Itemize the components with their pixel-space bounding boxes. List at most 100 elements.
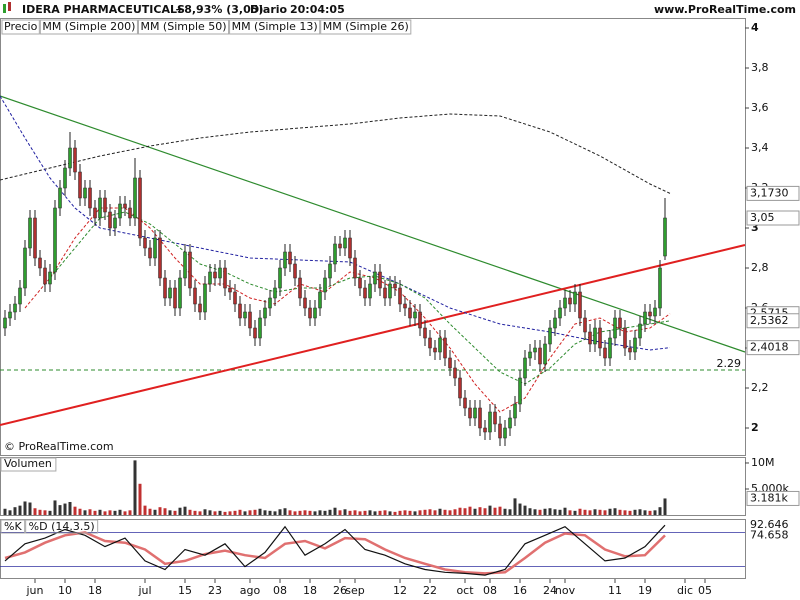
candle-body bbox=[18, 287, 22, 305]
candle-body bbox=[353, 257, 357, 279]
candle-body bbox=[158, 237, 162, 279]
volume-bar bbox=[328, 509, 332, 515]
volume-bar bbox=[558, 509, 562, 515]
volume-bar bbox=[358, 511, 362, 515]
volume-bar bbox=[603, 510, 607, 515]
candle-body bbox=[203, 283, 207, 313]
legend-box bbox=[0, 519, 26, 534]
candle-body bbox=[618, 317, 622, 329]
x-tick-label: jul bbox=[137, 584, 151, 597]
candle-body bbox=[523, 357, 527, 379]
volume-bar bbox=[113, 510, 117, 515]
candle-body bbox=[138, 177, 142, 239]
value-tag-box bbox=[746, 185, 800, 201]
candle-body bbox=[178, 277, 182, 309]
volume-bar bbox=[23, 501, 27, 515]
volume-bar bbox=[433, 510, 437, 515]
candle-body bbox=[303, 297, 307, 309]
stochastic-panel bbox=[0, 519, 746, 579]
candle-body bbox=[478, 407, 482, 429]
candle-body bbox=[518, 377, 522, 405]
x-tick-label: 11 bbox=[608, 584, 622, 597]
volume-panel bbox=[0, 457, 746, 516]
candle-body bbox=[438, 337, 442, 353]
x-tick-label: 18 bbox=[303, 584, 317, 597]
candle-body bbox=[198, 303, 202, 313]
candle-body bbox=[543, 343, 547, 365]
candle-body bbox=[368, 283, 372, 299]
volume-bar bbox=[68, 501, 72, 515]
volume-bar bbox=[453, 509, 457, 515]
candle-body bbox=[268, 297, 272, 309]
candle-body bbox=[443, 337, 447, 359]
candle-body bbox=[63, 167, 67, 189]
volume-bar bbox=[73, 506, 77, 515]
volume-bar bbox=[608, 508, 612, 515]
candle-body bbox=[263, 307, 267, 319]
legend-label: MM (Simple 13) bbox=[232, 20, 318, 33]
legend-box bbox=[320, 19, 412, 35]
candle-body bbox=[473, 407, 477, 419]
volume-bar bbox=[598, 509, 602, 515]
volume-bar bbox=[443, 509, 447, 515]
legend-label: MM (Simple 26) bbox=[323, 20, 409, 33]
y-tick-label: 3,8 bbox=[751, 61, 769, 74]
candle-body bbox=[363, 287, 367, 299]
volume-bar bbox=[143, 505, 147, 515]
candle-body bbox=[68, 147, 72, 169]
volume-bar bbox=[413, 511, 417, 515]
value-tag-box bbox=[746, 313, 800, 329]
volume-bar bbox=[213, 511, 217, 515]
volume-bar bbox=[78, 508, 82, 515]
volume-bar bbox=[108, 510, 112, 515]
candle-body bbox=[533, 347, 537, 353]
candle-body bbox=[28, 217, 32, 249]
panel-label: Volumen bbox=[4, 457, 52, 470]
candle-body bbox=[98, 197, 102, 219]
value-tag: 3,05 bbox=[750, 211, 775, 224]
x-tick-label: 15 bbox=[178, 584, 192, 597]
candle-body bbox=[508, 417, 512, 429]
candle-body bbox=[168, 287, 172, 299]
legend-box bbox=[137, 19, 230, 35]
level-label: 2.29 bbox=[717, 357, 742, 370]
volume-bar bbox=[163, 508, 167, 515]
volume-bar bbox=[13, 507, 17, 515]
volume-bar bbox=[273, 511, 277, 515]
candle-body bbox=[53, 207, 57, 273]
x-tick-label: 08 bbox=[273, 584, 287, 597]
y-tick-label: 2 bbox=[751, 421, 759, 434]
candle-body bbox=[213, 271, 217, 279]
value-tag: 3.181k bbox=[750, 491, 788, 504]
volume-bar bbox=[293, 511, 297, 515]
volume-bar bbox=[533, 509, 537, 515]
volume-bar bbox=[613, 508, 617, 515]
volume-bar bbox=[448, 510, 452, 515]
candle-body bbox=[43, 267, 47, 285]
volume-bar bbox=[198, 511, 202, 515]
volume-bar bbox=[308, 510, 312, 515]
candle-body bbox=[8, 311, 12, 319]
candle-body bbox=[358, 277, 362, 289]
legend-box bbox=[1, 19, 40, 35]
candle-body bbox=[48, 271, 52, 285]
candle-body bbox=[193, 287, 197, 305]
candle-body bbox=[228, 287, 232, 293]
candle-body bbox=[238, 303, 242, 319]
candle-body bbox=[493, 411, 497, 425]
volume-bar bbox=[658, 507, 662, 515]
x-tick-label: 10 bbox=[58, 584, 72, 597]
x-tick-label: 22 bbox=[423, 584, 437, 597]
value-tag: 2,4018 bbox=[750, 341, 789, 354]
volume-bar bbox=[208, 510, 212, 515]
x-tick-label: 12 bbox=[393, 584, 407, 597]
volume-bar bbox=[398, 510, 402, 515]
volume-bar bbox=[188, 509, 192, 515]
candle-body bbox=[163, 277, 167, 299]
copyright: © ProRealTime.com bbox=[4, 440, 114, 453]
x-tick-label: jun bbox=[26, 584, 44, 597]
volume-bar bbox=[173, 510, 177, 515]
y-tick-label: 3,4 bbox=[751, 141, 769, 154]
candle-body bbox=[148, 247, 152, 259]
volume-bar bbox=[498, 506, 502, 515]
